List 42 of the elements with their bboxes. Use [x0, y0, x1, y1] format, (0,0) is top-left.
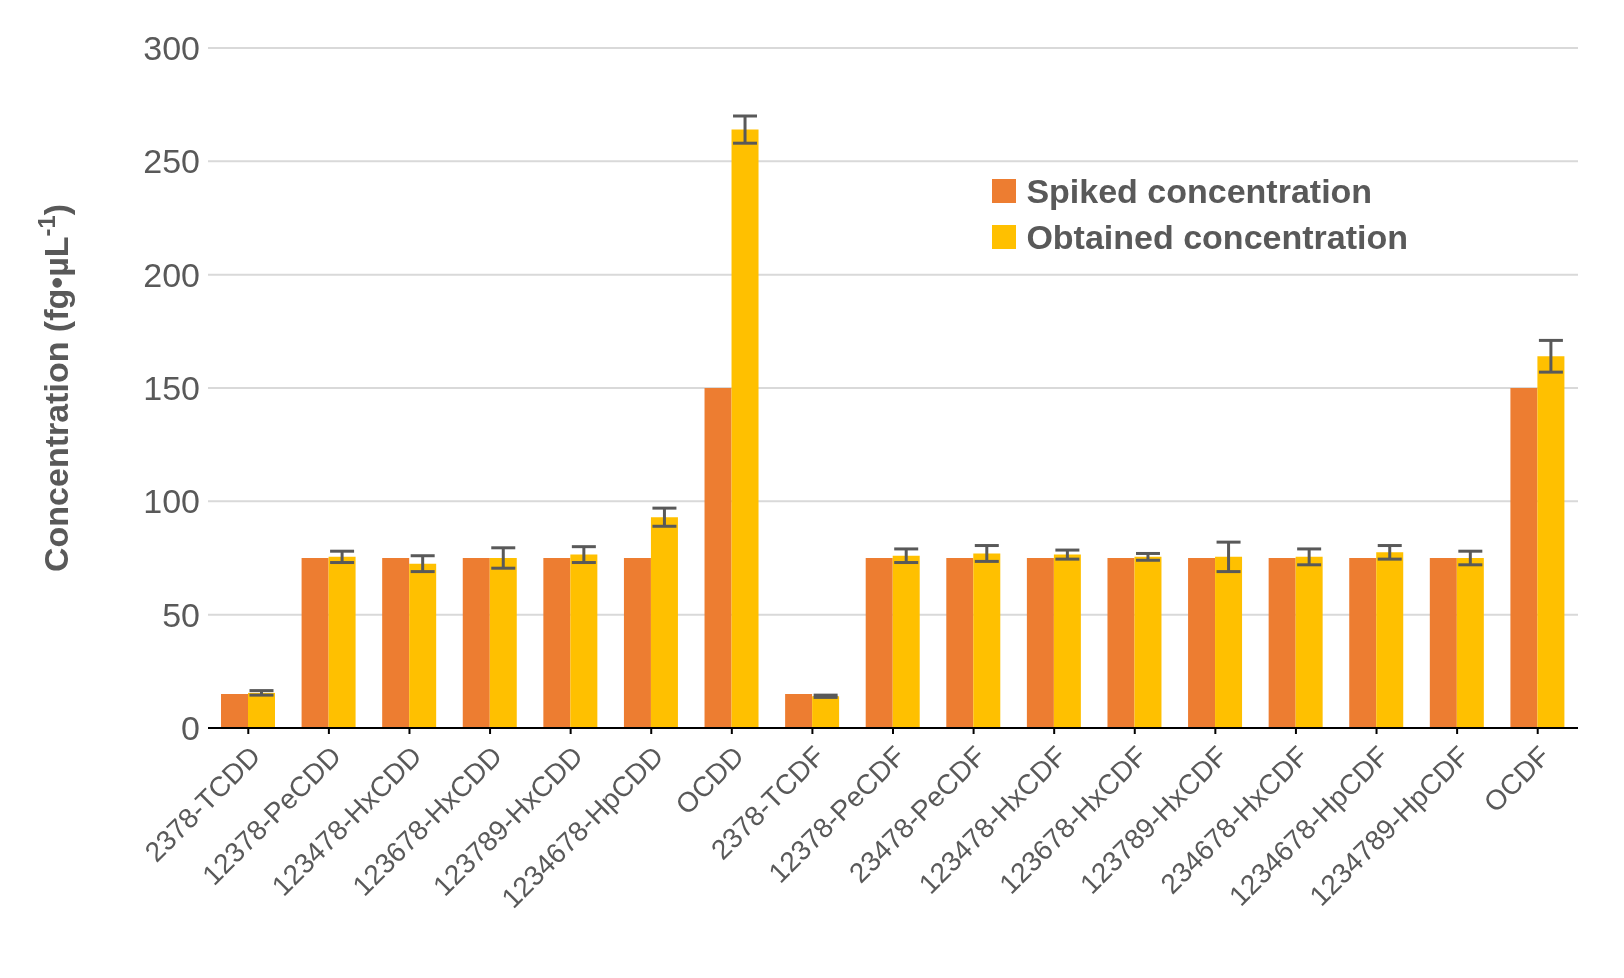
bar: [248, 692, 275, 728]
y-tick-label: 50: [162, 595, 200, 634]
bar: [892, 555, 920, 728]
y-tick-label: 100: [143, 482, 200, 521]
bar: [1134, 556, 1162, 728]
bar: [1295, 556, 1323, 728]
legend-label: Spiked concentration: [1026, 171, 1373, 212]
y-tick-label: 250: [143, 142, 200, 181]
bar: [328, 556, 356, 728]
legend-label: Obtained concentration: [1026, 217, 1408, 258]
bar: [650, 517, 678, 728]
bar: [301, 558, 329, 728]
bar: [865, 558, 893, 728]
bar: [785, 694, 813, 728]
bar: [1107, 558, 1135, 728]
y-tick-label: 300: [143, 29, 200, 68]
bar: [1053, 554, 1081, 728]
bar: [704, 388, 732, 728]
bar: [543, 558, 571, 728]
y-tick-label: 200: [143, 255, 200, 294]
bar: [1429, 558, 1457, 728]
bar: [1188, 558, 1216, 728]
y-tick-label: 150: [143, 369, 200, 408]
bar: [1215, 556, 1243, 728]
bar: [973, 553, 1001, 728]
bar: [1456, 558, 1484, 728]
bar: [462, 558, 490, 728]
bar: [731, 129, 759, 728]
bar: [221, 694, 248, 728]
bar: [489, 558, 517, 728]
bar: [1537, 356, 1565, 728]
bar: [1376, 552, 1404, 728]
bar: [382, 558, 410, 728]
bar: [946, 558, 974, 728]
bar: [623, 558, 651, 728]
bar: [1349, 558, 1377, 728]
bar: [570, 554, 598, 728]
bar: [1026, 558, 1054, 728]
bar: [1268, 558, 1296, 728]
bar: [1510, 388, 1538, 728]
y-tick-label: 0: [181, 709, 200, 748]
bar: [409, 563, 437, 728]
